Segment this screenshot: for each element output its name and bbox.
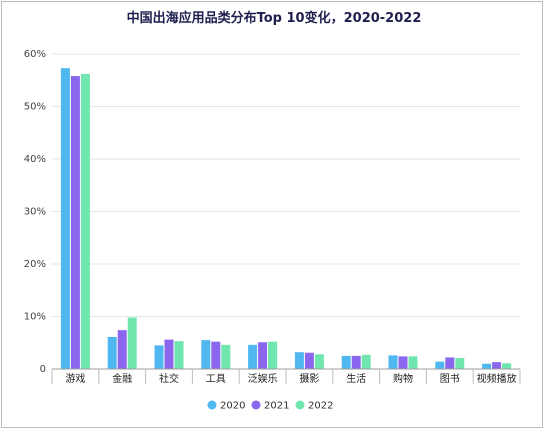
bar-2022 [80, 73, 90, 369]
y-tick-label: 30% [24, 207, 46, 218]
bar-2021 [258, 342, 268, 369]
bar-2022 [502, 363, 512, 369]
bar-2020 [201, 340, 211, 369]
bar-2021 [211, 341, 221, 369]
bar-2021 [304, 352, 314, 369]
bar-2020 [294, 352, 304, 369]
bar-2020 [154, 345, 164, 369]
y-tick-label: 50% [24, 102, 46, 113]
bar-2022 [455, 357, 465, 369]
bar-2022 [361, 354, 371, 369]
y-axis-ticks: 0 10% 20% 30% 40% 50% 60% [24, 49, 46, 375]
bar-2020 [248, 344, 258, 369]
legend-marker [295, 400, 305, 410]
x-tick-label: 摄影 [299, 372, 319, 385]
x-tick-label: 游戏 [65, 372, 85, 385]
legend-marker [251, 400, 261, 410]
bar-2021 [351, 355, 361, 369]
y-tick-label: 10% [24, 312, 46, 323]
gridlines [52, 53, 520, 317]
x-tick-label: 生活 [346, 372, 366, 385]
bar-2020 [107, 336, 117, 369]
legend-marker [207, 400, 217, 410]
bar-2020 [341, 355, 351, 369]
bar-2022 [408, 356, 418, 369]
y-tick-label: 0 [40, 364, 46, 375]
x-axis: 游戏 金融 社交 工具 泛娱乐 摄影 生活 购物 图书 视频播放 [51, 368, 521, 385]
bar-2021 [492, 362, 502, 369]
x-tick-label: 图书 [440, 373, 460, 385]
bar-2020 [60, 68, 70, 370]
bar-2021 [70, 76, 80, 370]
bar-2021 [164, 339, 174, 369]
bar-2021 [117, 330, 127, 369]
legend-label: 2022 [308, 401, 333, 412]
y-tick-label: 60% [24, 49, 46, 60]
legend-label: 2020 [220, 401, 245, 412]
x-tick-label: 泛娱乐 [248, 372, 278, 385]
bar-2020 [388, 355, 398, 369]
x-tick-label: 社交 [159, 372, 179, 385]
bar-2022 [268, 341, 278, 369]
bar-2022 [314, 354, 324, 369]
x-tick-label: 购物 [393, 372, 413, 385]
bar-2022 [127, 317, 137, 369]
bar-2022 [221, 344, 231, 369]
bars [60, 68, 512, 370]
bar-2021 [398, 356, 408, 369]
bar-2021 [445, 357, 455, 369]
chart-title: 中国出海应用品类分布Top 10变化，2020-2022 [127, 10, 422, 26]
x-tick-label: 视频播放 [477, 372, 517, 385]
bar-2022 [174, 341, 184, 369]
legend: 2020 2021 2022 [207, 400, 333, 412]
x-tick-label: 金融 [112, 372, 132, 385]
bar-2020 [482, 363, 492, 369]
y-tick-label: 20% [24, 259, 46, 270]
legend-label: 2021 [264, 401, 289, 412]
x-tick-label: 工具 [206, 373, 226, 385]
y-tick-label: 40% [24, 154, 46, 165]
bar-2020 [435, 361, 445, 369]
